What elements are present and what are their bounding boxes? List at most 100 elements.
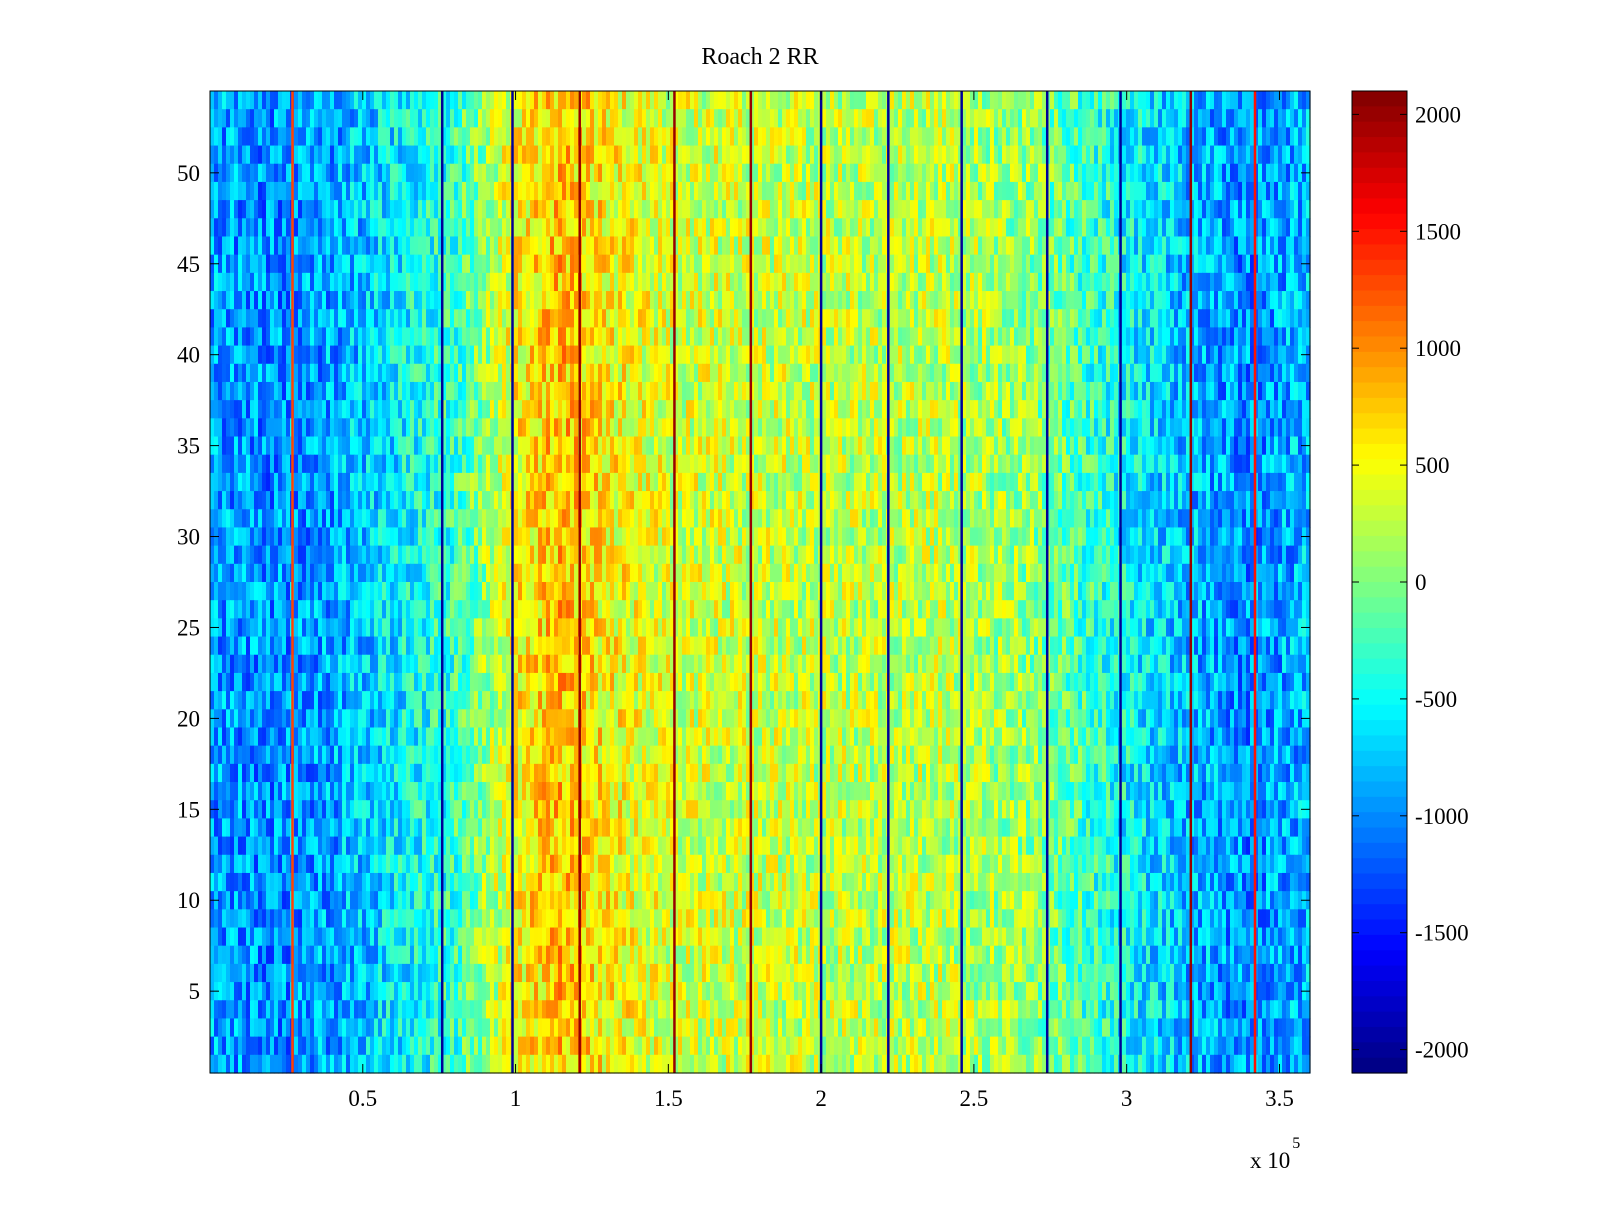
heatmap-cell <box>622 272 627 292</box>
heatmap-cell <box>1170 345 1175 365</box>
heatmap-cell <box>1002 163 1007 183</box>
heatmap-cell <box>1206 363 1211 383</box>
heatmap-cell <box>938 345 943 365</box>
heatmap-cell <box>374 309 379 329</box>
heatmap-cell <box>1070 254 1075 274</box>
heatmap-cell <box>230 181 235 201</box>
heatmap-cell <box>370 181 375 201</box>
heatmap-cell <box>586 218 591 238</box>
heatmap-cell <box>926 163 931 183</box>
heatmap-cell <box>1034 127 1039 147</box>
heatmap-cell <box>958 381 963 401</box>
heatmap-cell <box>1078 363 1083 383</box>
heatmap-cell <box>958 109 963 128</box>
heatmap-cell <box>1070 345 1075 365</box>
heatmap-cell <box>590 181 595 201</box>
heatmap-cell <box>274 127 279 147</box>
heatmap-cell <box>1066 181 1071 201</box>
heatmap-cell <box>602 327 607 347</box>
heatmap-cell <box>1182 381 1187 401</box>
heatmap-cell <box>342 309 347 329</box>
heatmap-cell <box>418 127 423 147</box>
heatmap-cell <box>746 327 751 347</box>
heatmap-cell <box>426 363 431 383</box>
heatmap-cell <box>362 181 367 201</box>
heatmap-cell <box>478 145 483 165</box>
heatmap-cell <box>1278 381 1283 401</box>
heatmap-cell <box>1070 109 1075 128</box>
heatmap-cell <box>786 181 791 201</box>
heatmap-cell <box>858 345 863 365</box>
heatmap-cell <box>270 309 275 329</box>
heatmap-cell <box>850 236 855 256</box>
heatmap-cell <box>638 218 643 238</box>
heatmap-cell <box>1082 181 1087 201</box>
heatmap-cell <box>774 309 779 329</box>
heatmap-cell <box>1042 127 1047 147</box>
heatmap-cell <box>686 272 691 292</box>
heatmap-cell <box>218 200 223 219</box>
heatmap-cell <box>526 109 531 128</box>
heatmap-cell <box>254 309 259 329</box>
heatmap-cell <box>918 109 923 128</box>
heatmap-cell <box>626 200 631 219</box>
heatmap-cell <box>902 291 907 310</box>
heatmap-cell <box>778 109 783 128</box>
heatmap-cell <box>1246 91 1251 110</box>
heatmap-cell <box>926 309 931 329</box>
heatmap-cell <box>358 91 363 110</box>
heatmap-cell <box>986 218 991 238</box>
heatmap-cell <box>790 127 795 147</box>
heatmap-cell <box>1086 400 1091 419</box>
heatmap-cell <box>686 254 691 274</box>
heatmap-cell <box>550 381 555 401</box>
heatmap-cell <box>938 127 943 147</box>
heatmap-cell <box>858 109 863 128</box>
heatmap-cell <box>1234 109 1239 128</box>
heatmap-cell <box>1294 363 1299 383</box>
heatmap-cell <box>330 91 335 110</box>
heatmap-cell <box>334 200 339 219</box>
heatmap-cell <box>690 309 695 329</box>
heatmap-cell <box>310 127 315 147</box>
heatmap-cell <box>1022 236 1027 256</box>
heatmap-cell <box>210 291 215 310</box>
heatmap-cell <box>1162 327 1167 347</box>
heatmap-cell <box>630 109 635 128</box>
heatmap-cell <box>346 400 351 419</box>
heatmap-cell <box>482 236 487 256</box>
heatmap-cell <box>950 272 955 292</box>
heatmap-cell <box>270 127 275 147</box>
heatmap-cell <box>538 109 543 128</box>
heatmap-cell <box>462 200 467 219</box>
heatmap-cell <box>274 109 279 128</box>
heatmap-cell <box>486 291 491 310</box>
heatmap-cell <box>1030 381 1035 401</box>
heatmap-cell <box>574 127 579 147</box>
heatmap-cell <box>314 218 319 238</box>
heatmap-cell <box>518 218 523 238</box>
heatmap-cell <box>258 181 263 201</box>
heatmap-cell <box>1222 272 1227 292</box>
heatmap-cell <box>826 218 831 238</box>
heatmap-cell <box>406 109 411 128</box>
heatmap-cell <box>518 254 523 274</box>
heatmap-cell <box>718 200 723 219</box>
heatmap-cell <box>286 181 291 201</box>
heatmap-cell <box>666 272 671 292</box>
heatmap-cell <box>1022 145 1027 165</box>
heatmap-cell <box>434 381 439 401</box>
heatmap-cell <box>890 254 895 274</box>
heatmap-cell <box>1274 309 1279 329</box>
heatmap-cell <box>894 91 899 110</box>
heatmap-cell <box>1282 400 1287 419</box>
heatmap-cell <box>482 109 487 128</box>
heatmap-cell <box>430 254 435 274</box>
heatmap-cell <box>230 345 235 365</box>
heatmap-cell <box>570 145 575 165</box>
heatmap-cell <box>302 345 307 365</box>
heatmap-cell <box>790 109 795 128</box>
heatmap-cell <box>950 109 955 128</box>
heatmap-cell <box>850 163 855 183</box>
heatmap-cell <box>298 200 303 219</box>
